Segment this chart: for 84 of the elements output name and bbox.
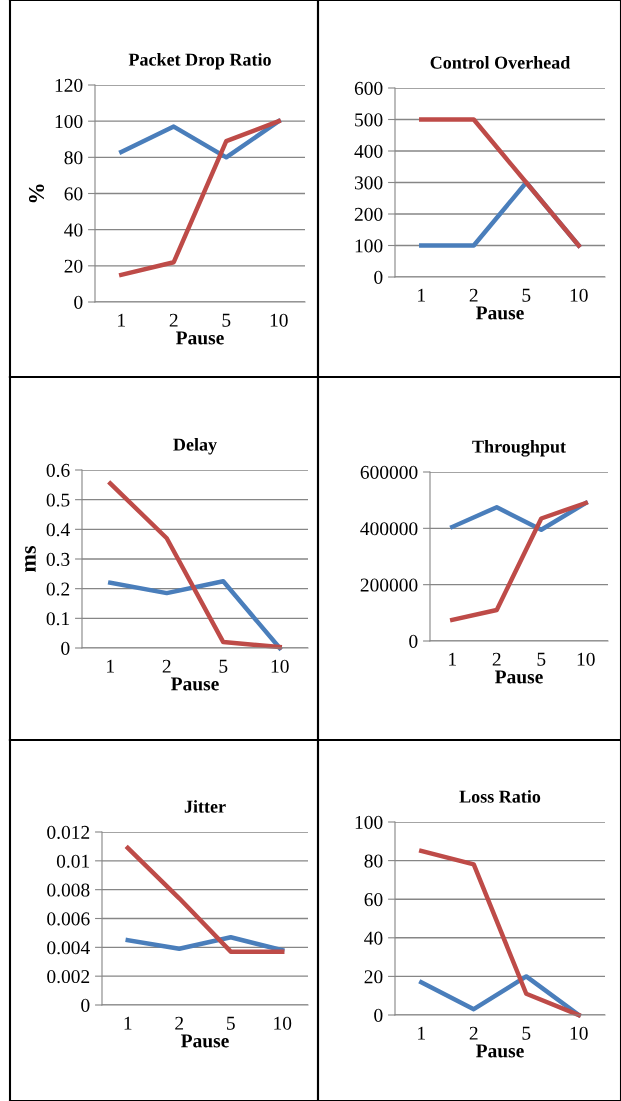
y-tick-label: 60 (64, 187, 83, 201)
y-axis-title: ms (25, 545, 36, 572)
y-tick-label: 0.5 (46, 493, 70, 507)
x-axis-title: Pause (181, 1034, 229, 1048)
chart-title: Delay (173, 438, 217, 455)
x-tick-label: 1 (418, 1026, 425, 1040)
y-tick-label: 0 (374, 1008, 383, 1022)
x-axis-title: Pause (476, 306, 524, 320)
y-tick-label: 600 (354, 81, 383, 95)
y-tick-label: 0.008 (47, 883, 90, 897)
y-tick-label: 0 (74, 295, 83, 309)
x-tick-label: 10 (577, 652, 595, 666)
y-tick-label: 20 (364, 970, 383, 984)
x-tick-label: 1 (124, 1016, 132, 1030)
y-tick-label: 0.3 (46, 552, 70, 567)
chart-title: Packet Drop Ratio (128, 53, 271, 70)
x-tick-label: 5 (522, 1026, 531, 1040)
chart-title: Control Overhead (430, 56, 571, 69)
x-tick-label: 5 (222, 313, 231, 327)
x-axis-title: Pause (476, 1044, 524, 1058)
y-tick-label: 400 (354, 144, 383, 158)
x-axis-title: Pause (171, 677, 219, 691)
y-tick-label: 100 (355, 815, 383, 829)
y-tick-label: 300 (354, 176, 383, 190)
line-series (419, 974, 581, 1018)
y-tick-label: 60 (364, 893, 383, 907)
line-series (119, 118, 281, 160)
line-series (450, 500, 588, 623)
x-axis-title: Pause (495, 670, 543, 684)
x-tick-label: 1 (418, 288, 425, 302)
y-tick-label: 500 (355, 113, 383, 127)
x-tick-label: 1 (107, 659, 114, 673)
x-tick-label: 2 (169, 313, 178, 327)
y-tick-label: 40 (364, 931, 383, 945)
x-tick-label: 5 (537, 652, 546, 666)
x-tick-label: 1 (118, 313, 125, 327)
y-tick-label: 80 (64, 151, 83, 165)
y-tick-label: 400000 (360, 522, 418, 536)
x-tick-label: 2 (162, 659, 171, 673)
y-tick-label: 0.2 (46, 582, 70, 596)
x-tick-label: 10 (271, 659, 289, 673)
y-tick-label: 100 (355, 239, 383, 253)
y-tick-label: 0.6 (46, 463, 70, 478)
line-series (119, 118, 281, 278)
x-tick-label: 10 (570, 1026, 588, 1040)
y-tick-label: 120 (55, 78, 83, 92)
line-series (108, 579, 282, 651)
y-tick-label: 0.4 (46, 523, 70, 537)
x-tick-label: 10 (270, 313, 288, 327)
y-tick-label: 0.004 (47, 941, 90, 955)
y-tick-label: 600000 (360, 465, 418, 479)
x-tick-label: 5 (219, 659, 228, 673)
chart-title: Jitter (184, 800, 226, 813)
y-tick-label: 0 (61, 641, 70, 655)
y-tick-label: 0.002 (47, 969, 90, 984)
y-tick-label: 40 (64, 223, 83, 237)
x-tick-label: 1 (449, 652, 456, 666)
y-tick-label: 20 (64, 259, 83, 273)
y-tick-label: 0 (374, 270, 383, 284)
x-axis-title: Pause (176, 331, 224, 345)
chart-title: Throughput (472, 440, 566, 457)
y-tick-label: 100 (55, 114, 83, 129)
chart-title: Loss Ratio (459, 790, 541, 803)
line-series (419, 848, 581, 1018)
y-tick-label: 0.012 (47, 825, 90, 840)
y-tick-label: 0.01 (56, 854, 90, 868)
x-tick-label: 2 (175, 1016, 184, 1030)
x-tick-label: 5 (227, 1016, 235, 1030)
x-tick-label: 2 (469, 288, 478, 302)
y-tick-label: 0.1 (46, 612, 70, 626)
y-tick-label: 200000 (360, 578, 418, 592)
line-series (125, 935, 285, 953)
x-tick-label: 10 (570, 288, 588, 302)
y-tick-label: 0 (409, 634, 418, 648)
y-tick-label: 80 (364, 854, 383, 868)
x-tick-label: 5 (522, 288, 531, 302)
line-series (108, 481, 282, 650)
x-tick-label: 2 (492, 652, 501, 666)
y-tick-label: 200 (354, 207, 383, 221)
y-tick-label: 0 (81, 998, 90, 1012)
x-tick-label: 2 (469, 1026, 478, 1040)
y-axis-title: % (28, 184, 45, 203)
y-tick-label: 0.006 (47, 912, 90, 926)
x-tick-label: 10 (274, 1016, 292, 1030)
